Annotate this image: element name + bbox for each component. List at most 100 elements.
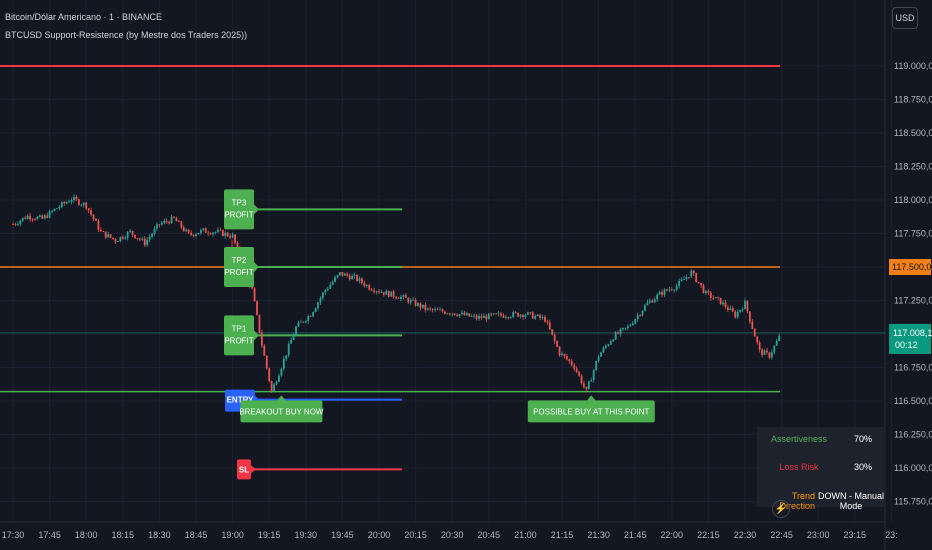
- entry-label: ENTRY: [227, 396, 254, 405]
- candle-body: [353, 274, 356, 276]
- candle-body: [385, 290, 388, 295]
- candle-body: [392, 291, 395, 297]
- candle-body: [300, 321, 302, 323]
- candle-body: [31, 219, 34, 221]
- price-badge-last: [889, 323, 931, 354]
- candle-body: [480, 316, 483, 319]
- candle-body: [756, 336, 759, 343]
- candle-body: [212, 232, 214, 235]
- candle-body: [192, 234, 195, 237]
- candle-body: [509, 316, 512, 318]
- candle-body: [12, 224, 14, 225]
- candle-body: [739, 310, 742, 312]
- stats-key: Assertiveness: [770, 434, 828, 444]
- candle-body: [104, 231, 107, 238]
- candle-body: [173, 216, 175, 218]
- candle-body: [461, 312, 463, 315]
- candle-body: [60, 202, 63, 208]
- candle-body: [36, 216, 39, 220]
- x-tick-label: 23:15: [844, 530, 867, 540]
- stats-table: Assertiveness 70% Loss Risk 30% Trend Di…: [757, 427, 885, 511]
- candle-body: [339, 272, 341, 276]
- candle-body: [265, 355, 268, 369]
- candle-body: [343, 273, 346, 276]
- candle-body: [683, 279, 685, 280]
- candle-body: [48, 211, 51, 218]
- x-tick-label: 19:15: [258, 530, 281, 540]
- candle-body: [309, 315, 312, 317]
- candle-body: [558, 346, 561, 355]
- signal-pointer: [276, 395, 287, 402]
- candle-body: [231, 234, 234, 238]
- candle-body: [395, 296, 397, 299]
- candle-body: [580, 375, 583, 384]
- tp-label: TP3: [232, 198, 247, 207]
- candle-body: [544, 317, 546, 322]
- x-tick-label: 18:00: [75, 530, 98, 540]
- x-tick-label: 21:15: [551, 530, 574, 540]
- candle-body: [636, 315, 639, 320]
- candle-body: [375, 291, 378, 293]
- candle-body: [295, 326, 297, 335]
- candle-body: [492, 313, 495, 315]
- indicator-title: BTCUSD Support-Resistence (by Mestre dos…: [5, 30, 248, 40]
- candle-body: [719, 297, 722, 305]
- candle-body: [758, 342, 761, 350]
- candle-body: [597, 356, 600, 362]
- candle-body: [68, 201, 71, 203]
- candle-body: [117, 241, 119, 242]
- candle-body: [727, 307, 729, 310]
- candle-body: [268, 368, 271, 382]
- currency-button[interactable]: USD: [892, 7, 918, 29]
- candle-body: [290, 339, 293, 344]
- candle-body: [234, 234, 236, 243]
- candle-body: [751, 321, 754, 329]
- candle-body: [129, 230, 132, 233]
- candle-body: [497, 313, 500, 315]
- candle-body: [170, 216, 173, 224]
- candle-body: [156, 224, 158, 229]
- candle-body: [722, 302, 724, 305]
- candle-body: [136, 238, 139, 240]
- candle-body: [204, 228, 207, 233]
- candle-body: [417, 303, 419, 306]
- y-tick-label: 117.750,00: [894, 229, 932, 239]
- candle-body: [356, 274, 358, 281]
- candle-body: [478, 316, 480, 319]
- candle-body: [458, 314, 461, 317]
- candle-body: [668, 289, 671, 291]
- y-tick-label: 119.000,00: [894, 61, 932, 71]
- candle-body: [773, 345, 776, 353]
- x-tick-label: 21:00: [514, 530, 537, 540]
- x-tick-label: 20:15: [404, 530, 427, 540]
- candle-body: [734, 311, 737, 318]
- candle-body: [85, 202, 88, 209]
- candle-body: [483, 315, 485, 319]
- candle-body: [587, 381, 590, 390]
- candle-body: [229, 236, 232, 238]
- candle-body: [522, 314, 524, 318]
- candle-body: [87, 208, 90, 211]
- lightning-icon[interactable]: ⚡: [772, 500, 790, 518]
- candle-body: [524, 314, 527, 318]
- stats-row-assertiveness: Assertiveness 70%: [757, 429, 885, 449]
- x-tick-label: 17:45: [38, 530, 61, 540]
- candle-body: [285, 355, 288, 359]
- sl-label-pointer: [251, 465, 256, 474]
- candle-body: [368, 284, 371, 290]
- candle-body: [185, 229, 188, 232]
- candle-body: [653, 299, 656, 303]
- candle-body: [119, 236, 122, 242]
- candle-body: [451, 313, 454, 315]
- candle-body: [14, 224, 17, 225]
- candle-body: [382, 292, 385, 295]
- x-tick-label: 19:45: [331, 530, 354, 540]
- candle-body: [219, 229, 222, 231]
- candle-body: [404, 295, 407, 299]
- candle-body: [109, 234, 112, 238]
- candle-body: [409, 299, 412, 303]
- candle-body: [70, 200, 73, 202]
- candle-body: [278, 375, 280, 382]
- candle-body: [646, 302, 649, 306]
- candle-body: [622, 327, 624, 330]
